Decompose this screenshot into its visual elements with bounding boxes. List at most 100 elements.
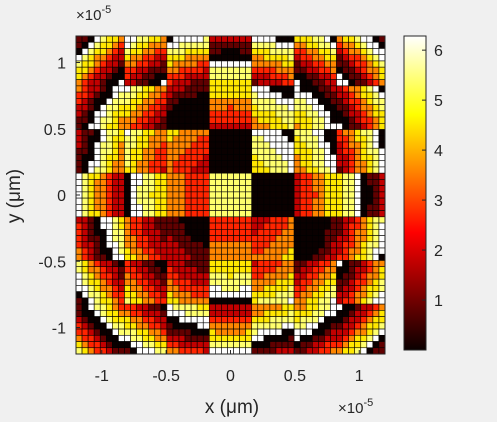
heatmap-cell (257, 154, 265, 162)
heatmap-cell (184, 191, 192, 199)
heatmap-cell (178, 122, 186, 130)
heatmap-cell (275, 235, 283, 243)
heatmap-cell (142, 147, 150, 155)
heatmap-cell (208, 91, 216, 99)
heatmap-cell (336, 172, 343, 180)
heatmap-cell (348, 222, 356, 230)
heatmap-cell (251, 191, 259, 199)
heatmap-cell (221, 260, 228, 268)
heatmap-cell (348, 147, 356, 155)
heatmap-cell (227, 241, 234, 249)
heatmap-cell (263, 185, 271, 193)
heatmap-cell (342, 135, 349, 143)
heatmap-cell (221, 222, 228, 230)
heatmap-cell (196, 247, 204, 255)
heatmap-cell (324, 272, 331, 280)
heatmap-cell (136, 73, 143, 80)
heatmap-cell (275, 141, 283, 149)
heatmap-cell (154, 341, 162, 349)
heatmap-cell (184, 253, 192, 261)
heatmap-cell (342, 91, 349, 99)
heatmap-cell (263, 147, 271, 155)
heatmap-cell (202, 185, 210, 193)
heatmap-cell (372, 310, 380, 317)
heatmap-cell (130, 285, 137, 292)
heatmap-cell (281, 322, 289, 330)
heatmap-cell (299, 322, 307, 330)
heatmap-cell (245, 135, 253, 143)
heatmap-cell (166, 197, 174, 205)
heatmap-cell (275, 79, 283, 87)
heatmap-cell (336, 66, 343, 74)
heatmap-cell (281, 147, 289, 155)
heatmap-cell (118, 310, 125, 317)
heatmap-cell (81, 191, 89, 199)
heatmap-cell (124, 129, 131, 137)
heatmap-cell (366, 160, 374, 168)
heatmap-cell (287, 129, 295, 137)
heatmap-cell (239, 166, 246, 174)
heatmap-cell (124, 204, 131, 211)
heatmap-cell (342, 235, 349, 243)
heatmap-cell (87, 291, 95, 299)
heatmap-cell (257, 235, 265, 243)
heatmap-cell (196, 98, 204, 105)
heatmap-cell (378, 54, 386, 62)
heatmap-cell (239, 79, 246, 87)
heatmap-cell (87, 247, 95, 255)
heatmap-cell (227, 48, 234, 56)
heatmap-cell (281, 266, 289, 274)
heatmap-cell (318, 303, 325, 311)
heatmap-cell (172, 60, 180, 68)
heatmap-cell (112, 291, 119, 299)
heatmap-cell (172, 204, 180, 211)
heatmap-cell (190, 228, 198, 236)
heatmap-cell (281, 303, 289, 311)
heatmap-cell (342, 347, 349, 355)
heatmap-cell (148, 303, 156, 311)
heatmap-cell (324, 322, 331, 330)
heatmap-cell (245, 160, 253, 168)
heatmap-cell (142, 204, 150, 211)
heatmap-cell (105, 191, 113, 199)
heatmap-cell (336, 228, 343, 236)
heatmap-cell (136, 116, 143, 124)
heatmap-cell (257, 85, 265, 93)
heatmap-cell (251, 85, 259, 93)
heatmap-cell (251, 54, 259, 62)
heatmap-cell (311, 316, 319, 324)
heatmap-cell (154, 41, 162, 49)
heatmap-cell (130, 204, 137, 211)
heatmap-cell (118, 98, 125, 105)
heatmap-cell (378, 241, 386, 249)
heatmap-cell (190, 85, 198, 93)
x-tick-label: 0.5 (284, 368, 306, 385)
heatmap-cell (215, 297, 222, 305)
heatmap-cell (81, 141, 89, 149)
x-tick-label: 1 (355, 368, 364, 385)
heatmap-cell (124, 328, 131, 336)
heatmap-cell (184, 98, 192, 105)
heatmap-cell (299, 147, 307, 155)
heatmap-cell (81, 110, 89, 118)
heatmap-cell (93, 222, 101, 230)
heatmap-cell (239, 85, 246, 93)
heatmap-cell (87, 141, 95, 149)
heatmap-cell (105, 297, 113, 305)
heatmap-cell (227, 135, 234, 143)
heatmap-cell (99, 216, 107, 224)
heatmap-cell (190, 54, 198, 62)
heatmap-cell (354, 48, 362, 56)
heatmap-cell (366, 179, 374, 186)
heatmap-cell (378, 197, 386, 205)
heatmap-cell (372, 260, 380, 268)
heatmap-cell (208, 141, 216, 149)
heatmap-cell (330, 241, 337, 249)
heatmap-cell (118, 297, 125, 305)
heatmap-cell (330, 228, 337, 236)
heatmap-cell (324, 241, 331, 249)
heatmap-cell (166, 110, 174, 118)
heatmap-cell (136, 235, 143, 243)
heatmap-cell (136, 35, 143, 43)
heatmap-cell (336, 141, 343, 149)
